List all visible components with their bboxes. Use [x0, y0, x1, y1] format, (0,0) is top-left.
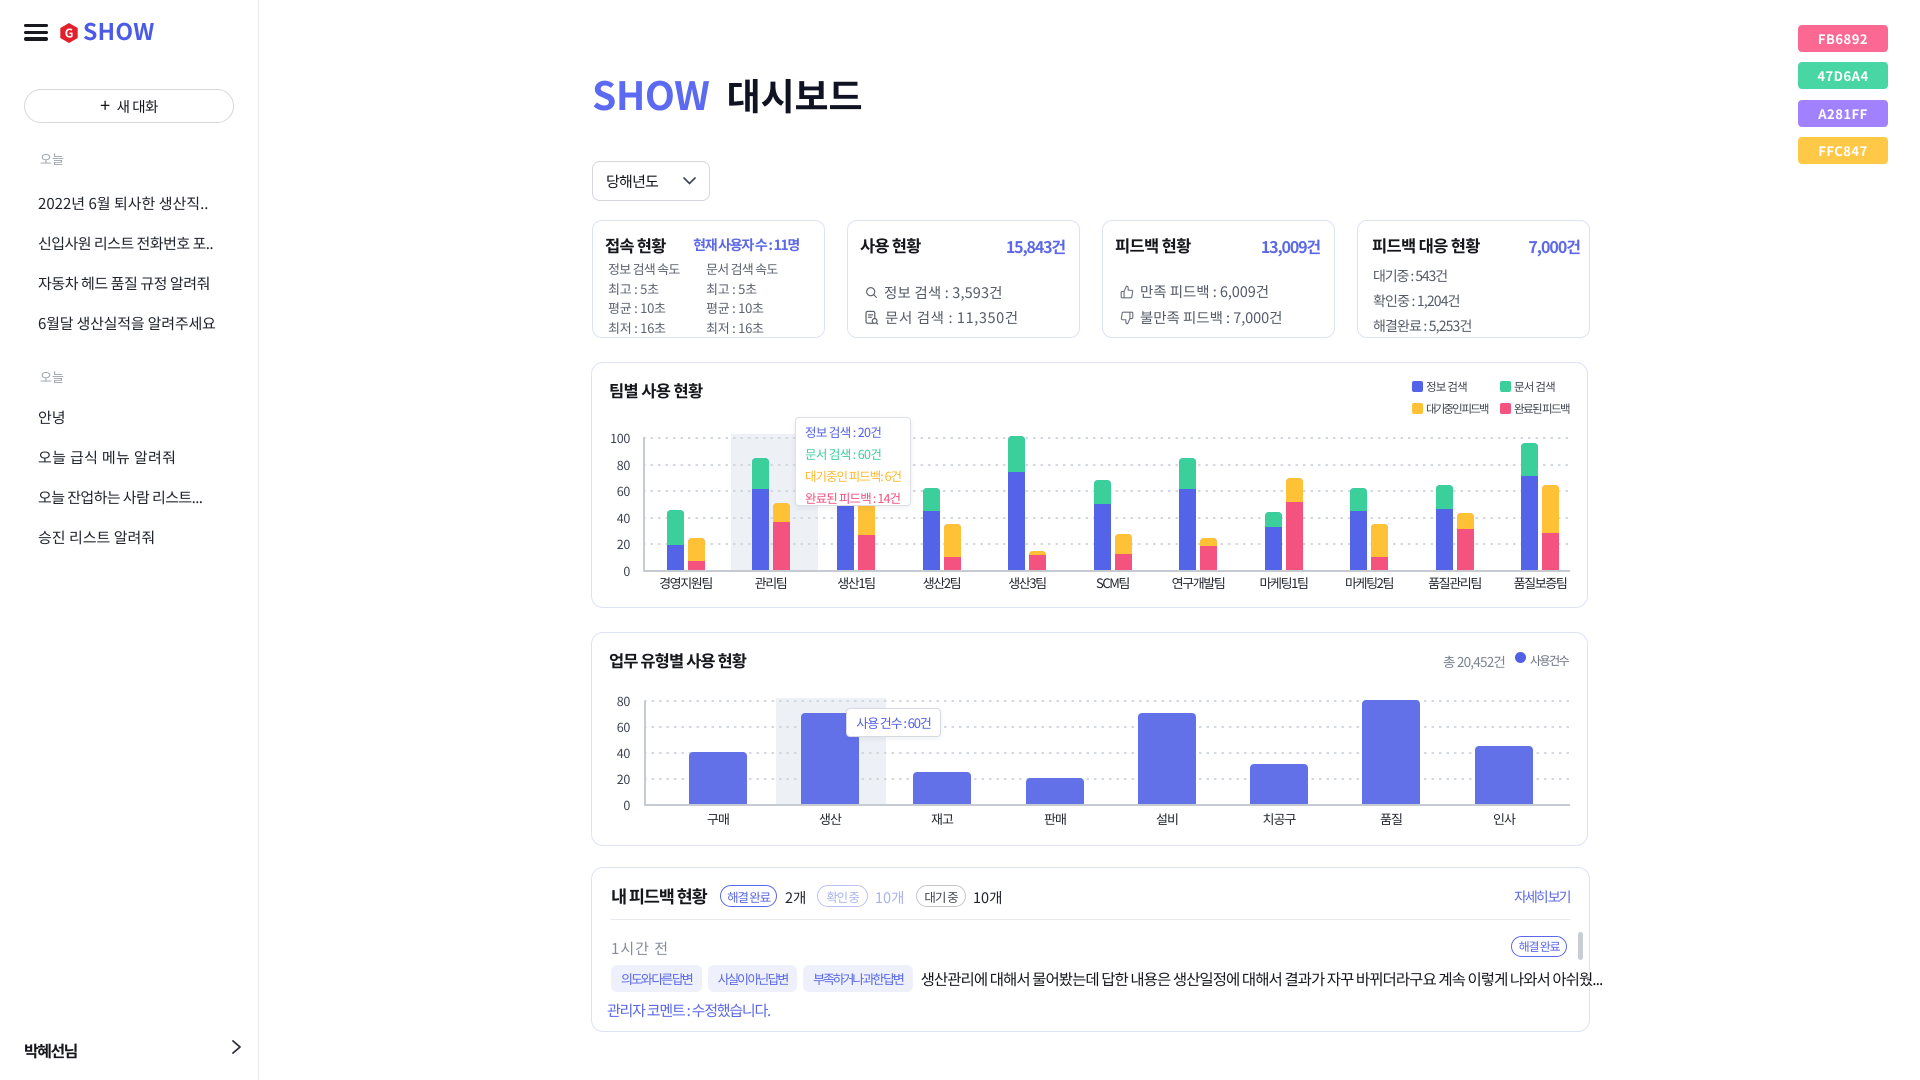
svg-text:G: G [65, 25, 74, 42]
